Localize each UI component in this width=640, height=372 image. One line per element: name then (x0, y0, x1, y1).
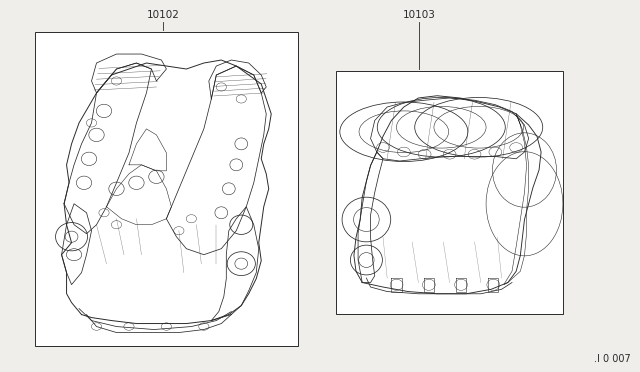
Text: 10102: 10102 (147, 10, 180, 20)
Bar (336, 71, 563, 314)
Bar (35, 32, 298, 346)
Text: 10103: 10103 (403, 10, 436, 20)
Text: .I 0 007: .I 0 007 (594, 354, 630, 364)
